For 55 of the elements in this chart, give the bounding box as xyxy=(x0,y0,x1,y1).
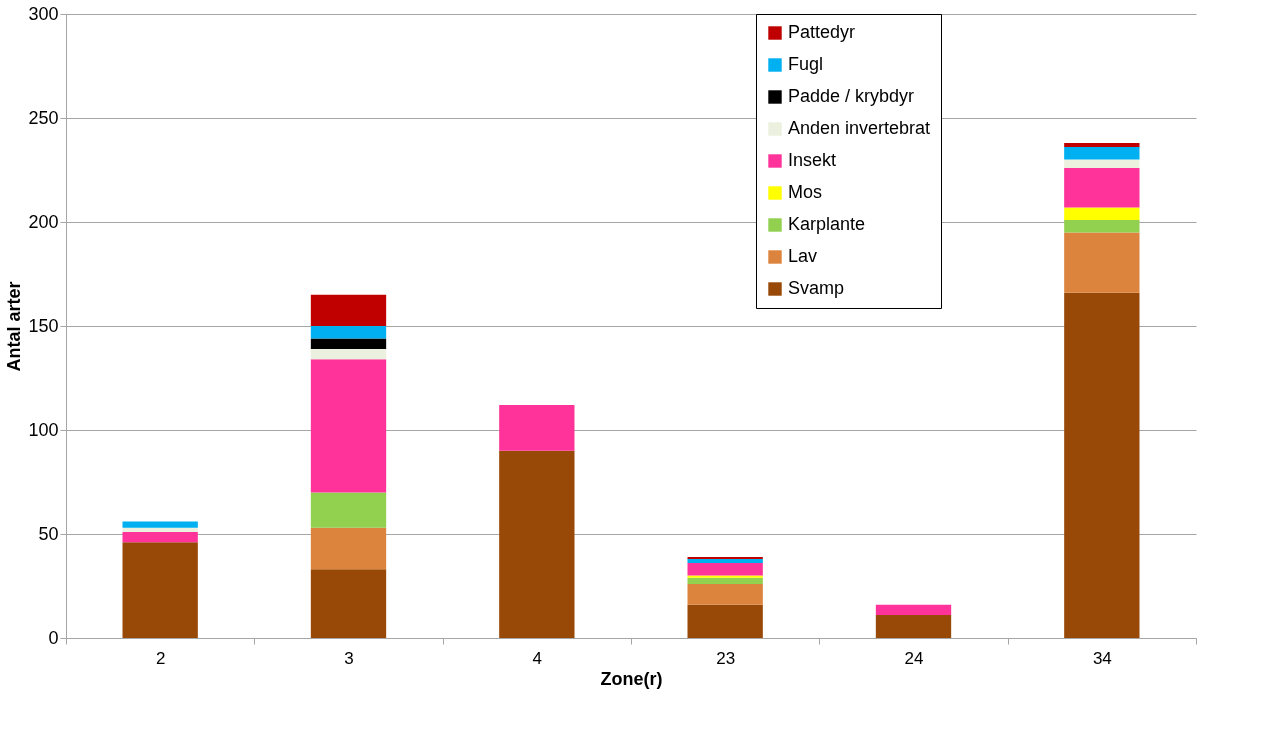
bar xyxy=(310,294,387,326)
bar xyxy=(1064,219,1140,233)
legend-label: Fugl xyxy=(788,54,824,74)
bar xyxy=(122,542,198,638)
x-tick-label: 3 xyxy=(344,648,354,668)
bar xyxy=(1064,292,1140,638)
bar xyxy=(310,338,387,349)
legend-label: Pattedyr xyxy=(788,22,856,42)
y-tick-label: 300 xyxy=(28,3,59,24)
bar xyxy=(1064,167,1140,208)
bar xyxy=(310,326,387,339)
legend-label: Anden invertebrat xyxy=(788,118,931,138)
bar xyxy=(687,604,763,638)
bar xyxy=(310,348,387,360)
bar xyxy=(687,563,763,576)
x-axis-title: Zone(r) xyxy=(600,668,663,689)
bar xyxy=(687,556,763,559)
legend-label: Karplante xyxy=(788,214,866,234)
bar xyxy=(310,569,387,638)
bar xyxy=(875,604,952,616)
x-tick-label: 2 xyxy=(155,648,166,668)
y-tick-label: 50 xyxy=(38,523,59,544)
y-axis-title: Antal arter xyxy=(4,281,25,372)
bar xyxy=(1064,142,1140,148)
bar xyxy=(687,577,763,584)
x-tick-label: 24 xyxy=(904,648,924,668)
y-tick-label: 200 xyxy=(28,211,59,232)
x-tick-label: 34 xyxy=(1092,648,1112,668)
bar xyxy=(1064,207,1140,220)
bar xyxy=(687,558,763,564)
bar xyxy=(310,492,387,528)
legend-label: Insekt xyxy=(788,150,837,170)
bar xyxy=(1064,147,1140,160)
bar xyxy=(499,405,575,451)
legend-label: Svamp xyxy=(788,278,845,298)
bar xyxy=(875,615,952,638)
y-tick-label: 100 xyxy=(28,419,59,440)
bar xyxy=(122,531,198,543)
bar xyxy=(687,583,763,605)
bar xyxy=(687,575,763,578)
legend-label: Mos xyxy=(788,182,823,202)
y-tick-label: 150 xyxy=(28,315,59,336)
x-tick-label: 4 xyxy=(532,648,543,668)
bar xyxy=(1064,159,1140,168)
y-tick-label: 250 xyxy=(28,107,59,128)
x-tick-label: 23 xyxy=(716,648,736,668)
bar xyxy=(1064,232,1140,293)
bar xyxy=(310,527,387,570)
bar xyxy=(122,527,198,532)
y-tick-label: 0 xyxy=(48,627,59,648)
legend-label: Lav xyxy=(788,246,818,266)
bar xyxy=(310,359,387,493)
bar xyxy=(499,450,575,638)
legend-label: Padde / krybdyr xyxy=(788,86,915,106)
bar xyxy=(122,521,198,528)
